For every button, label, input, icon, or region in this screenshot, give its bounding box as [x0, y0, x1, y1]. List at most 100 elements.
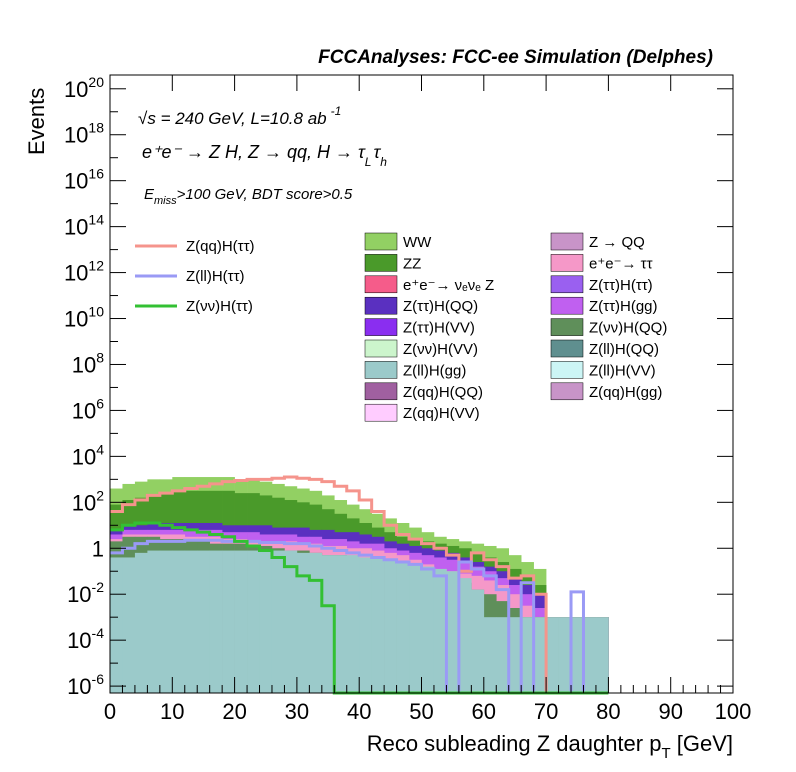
- legend-bkg-swatch: [364, 403, 398, 422]
- bar-Z(ll)H(gg)-35: [546, 617, 559, 693]
- x-tick-label: 20: [222, 699, 246, 724]
- legend-bkg-swatch: [364, 275, 398, 294]
- cut-e: E: [144, 186, 155, 203]
- legend-bkg-label: Z(qq)H(QQ): [403, 384, 483, 401]
- legend-bkg-label: Z(ττ)H(gg): [589, 298, 658, 315]
- legend-bkg-swatch: [364, 318, 398, 336]
- bar-Z(ll)H(gg)-19: [346, 555, 360, 693]
- bar-Z(ll)H(gg)-14: [284, 550, 298, 693]
- legend-bkg-label: e⁺e⁻→ ττ: [589, 255, 653, 272]
- axes: 0 10 20 30 40 50 60 70 80 90 100102010181016101410…: [64, 74, 751, 724]
- legend-bkg-swatch: [550, 232, 584, 251]
- bar-Z(ll)H(gg)-29: [471, 589, 485, 693]
- legend-bkg-swatch: [550, 318, 584, 336]
- bar-Z(ll)H(gg)-24: [409, 564, 422, 693]
- cut-sub: miss: [154, 195, 177, 207]
- legend-bkg-label: Z(νν)H(VV): [403, 341, 478, 358]
- bar-Z(ll)H(gg)-34: [533, 617, 547, 693]
- legend-bkg-label: Z(νν)H(QQ): [589, 320, 667, 337]
- y-tick-label: 104: [72, 441, 104, 469]
- legend-bkg-label: Z(ll)H(QQ): [589, 341, 659, 358]
- x-tick-label: 40: [347, 699, 371, 724]
- svg-text:Reco subleading Z daughter pT: Reco subleading Z daughter pT [GeV]: [367, 731, 733, 762]
- legend-bkg-swatch: [550, 382, 584, 401]
- process-tau-l: L: [365, 155, 372, 169]
- bar-Z(ll)H(gg)-3: [147, 550, 161, 693]
- x-axis-label-unit: [GeV]: [671, 731, 733, 756]
- y-tick-label: 1016: [64, 166, 104, 194]
- legend-bkg-swatch: [364, 254, 398, 272]
- bar-Z(ll)H(gg)-17: [321, 555, 335, 693]
- bar-Z(ll)H(gg)-5: [172, 550, 186, 693]
- x-axis-label-main: Reco subleading Z daughter p: [367, 731, 662, 756]
- energy-lumi: s = 240 GeV, L=10.8 ab: [147, 109, 326, 128]
- y-tick-label: 10-6: [67, 671, 104, 699]
- y-tick-label: 106: [72, 395, 104, 423]
- bar-Z(ll)H(gg)-27: [446, 571, 460, 693]
- bar-Z(ll)H(gg)-15: [296, 552, 310, 693]
- y-axis-label: Events: [24, 88, 49, 155]
- bar-Z(ll)H(gg)-2: [134, 552, 148, 693]
- bar-Z(ll)H(gg)-21: [371, 557, 385, 693]
- y-tick-label: 1: [92, 536, 104, 561]
- legend-bkg-label: Z → QQ: [589, 234, 645, 251]
- legend-bkg-swatch: [364, 339, 398, 358]
- process-text: e⁺e⁻ → Z H, Z → qq, H → τ: [142, 142, 366, 162]
- bar-Z(ll)H(gg)-39: [595, 617, 609, 693]
- legend-signal-label: Z(qq)H(ττ): [186, 238, 255, 255]
- y-tick-label: 1020: [64, 74, 104, 102]
- y-tick-label: 108: [72, 349, 104, 377]
- x-tick-label: 30: [285, 699, 309, 724]
- x-tick-label: 100: [715, 699, 752, 724]
- bar-Z(ll)H(gg)-4: [159, 550, 173, 693]
- bar-Z(ll)H(gg)-16: [309, 552, 323, 693]
- legend-bkg-label: Z(ττ)H(VV): [403, 320, 475, 337]
- legend: Z(qq)H(ττ) Z(ll)H(ττ) Z(νν)H(ττ) WW ZZ e⁺e⁻→ …: [135, 232, 667, 422]
- stacked-histogram: [110, 477, 609, 693]
- x-tick-label: 90: [658, 699, 682, 724]
- legend-bkg-label: Z(ll)H(gg): [403, 362, 466, 379]
- bar-Z(ll)H(gg)-25: [421, 566, 435, 693]
- y-tick-label: 102: [72, 487, 104, 515]
- bar-Z(ll)H(gg)-33: [521, 617, 534, 693]
- bar-Z(ll)H(gg)-23: [396, 562, 410, 693]
- bar-Z(ll)H(gg)-11: [247, 550, 260, 693]
- y-tick-label: 1014: [64, 212, 104, 240]
- y-tick-label: 10-2: [67, 579, 104, 607]
- signal-line-Z(qq)H(ττ): [110, 475, 609, 695]
- sqrt-symbol: √: [138, 109, 148, 128]
- bar-Z(ll)H(gg)-12: [259, 550, 273, 693]
- legend-bkg-label: Z(ττ)H(QQ): [403, 298, 478, 315]
- bar-Z(ll)H(gg)-7: [197, 550, 210, 693]
- bar-Z(ll)H(gg)-10: [234, 550, 248, 693]
- svg-text:Emiss>100 GeV, BDT score>0.5: Emiss>100 GeV, BDT score>0.5: [144, 186, 353, 207]
- bar-Z(ll)H(gg)-38: [583, 617, 597, 693]
- x-tick-label: 10: [160, 699, 184, 724]
- x-axis-label-sub: T: [661, 745, 670, 762]
- bar-Z(ll)H(gg)-37: [571, 617, 584, 693]
- legend-bkg-label: ZZ: [403, 255, 421, 272]
- legend-bkg-label: WW: [403, 234, 432, 251]
- bar-Z(ll)H(gg)-36: [558, 617, 572, 693]
- bar-Z(ll)H(gg)-6: [184, 550, 198, 693]
- bar-Z(ll)H(gg)-26: [433, 568, 447, 693]
- legend-bkg-label: Z(ll)H(VV): [589, 362, 656, 379]
- legend-signal-label: Z(νν)H(ττ): [186, 298, 253, 315]
- bar-Z(ll)H(gg)-20: [359, 557, 372, 693]
- y-tick-label: 1010: [64, 304, 104, 332]
- legend-bkg-swatch: [364, 382, 398, 401]
- x-tick-label: 60: [472, 699, 496, 724]
- legend-bkg-label: e⁺e⁻→ νₑνₑ Z: [403, 277, 494, 294]
- cut-rest: >100 GeV, BDT score>0.5: [177, 186, 353, 203]
- bar-Z(ll)H(gg)-13: [271, 550, 285, 693]
- x-axis-label: Reco subleading Z daughter pT [GeV]: [367, 731, 733, 762]
- svg-text:√s = 240 GeV, L=10.8 ab-1: √s = 240 GeV, L=10.8 ab -1: [138, 104, 341, 128]
- annotation-block: √s = 240 GeV, L=10.8 ab -1 e⁺e⁻ → Z H, Z …: [138, 104, 387, 207]
- legend-bkg-swatch: [364, 296, 398, 315]
- legend-signal-label: Z(ll)H(ττ): [186, 268, 245, 285]
- x-tick-label: 70: [534, 699, 558, 724]
- bar-Z(ll)H(gg)-18: [334, 555, 348, 693]
- y-tick-label: 1012: [64, 258, 104, 286]
